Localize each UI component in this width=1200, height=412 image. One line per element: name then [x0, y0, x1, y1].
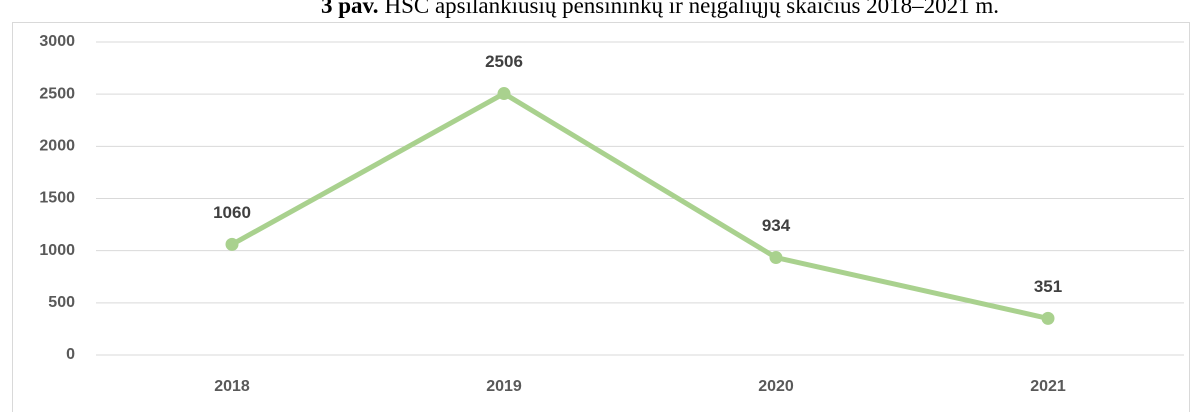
point	[1041, 311, 1055, 325]
y-tick-label: 0	[66, 346, 75, 363]
y-tick-label: 3000	[39, 33, 75, 50]
chart-frame	[12, 22, 1190, 412]
point	[225, 237, 239, 251]
title-label: 3 pav.	[321, 0, 379, 18]
line	[230, 91, 1049, 321]
x-tick-label: 2019	[486, 378, 522, 395]
x-tick-label: 2021	[1030, 378, 1066, 395]
point	[497, 87, 511, 101]
y-tick-label: 500	[48, 294, 75, 311]
y-tick-label: 2500	[39, 85, 75, 102]
y-tick-label: 1500	[39, 190, 75, 207]
data-label: 351	[1034, 277, 1062, 296]
y-tick-label: 1000	[39, 242, 75, 259]
chart-title: 3 pav. HSC apsilankiusių pensininkų ir ne…	[321, 0, 999, 18]
x-tick-label: 2020	[758, 378, 794, 395]
data-label: 1060	[213, 203, 251, 222]
point	[769, 251, 783, 265]
data-label: 2506	[485, 52, 523, 71]
data-label: 934	[762, 216, 791, 235]
y-tick-label: 2000	[39, 138, 75, 155]
x-tick-label: 2018	[214, 378, 250, 395]
title-text: HSC apsilankiusių pensininkų ir neįgalių…	[384, 0, 999, 18]
